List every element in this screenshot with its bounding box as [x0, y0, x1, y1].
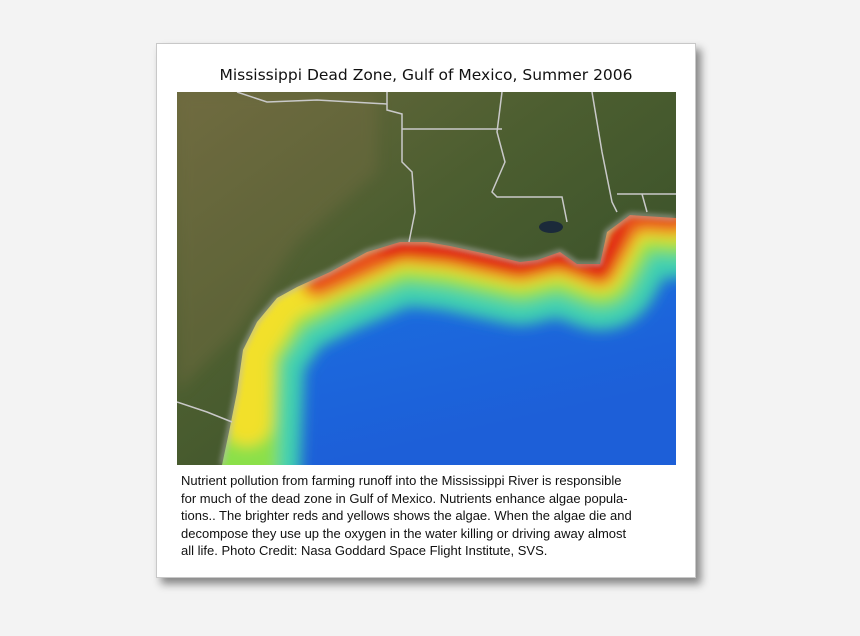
title: Mississippi Dead Zone, Gulf of Mexico, S…: [219, 66, 633, 84]
caption-line: all life. Photo Credit: Nasa Goddard Spa…: [181, 543, 548, 558]
card: Mississippi Dead Zone, Gulf of Mexico, S…: [156, 43, 696, 578]
caption-line: for much of the dead zone in Gulf of Mex…: [181, 490, 628, 506]
satellite-map: [177, 92, 676, 465]
caption-line: decompose they use up the oxygen in the …: [181, 525, 627, 541]
caption: Nutrient pollution from farming runoff i…: [181, 472, 632, 560]
caption-line: tions.. The brighter reds and yellows sh…: [181, 508, 632, 523]
caption-line: Nutrient pollution from farming runoff i…: [181, 473, 622, 488]
